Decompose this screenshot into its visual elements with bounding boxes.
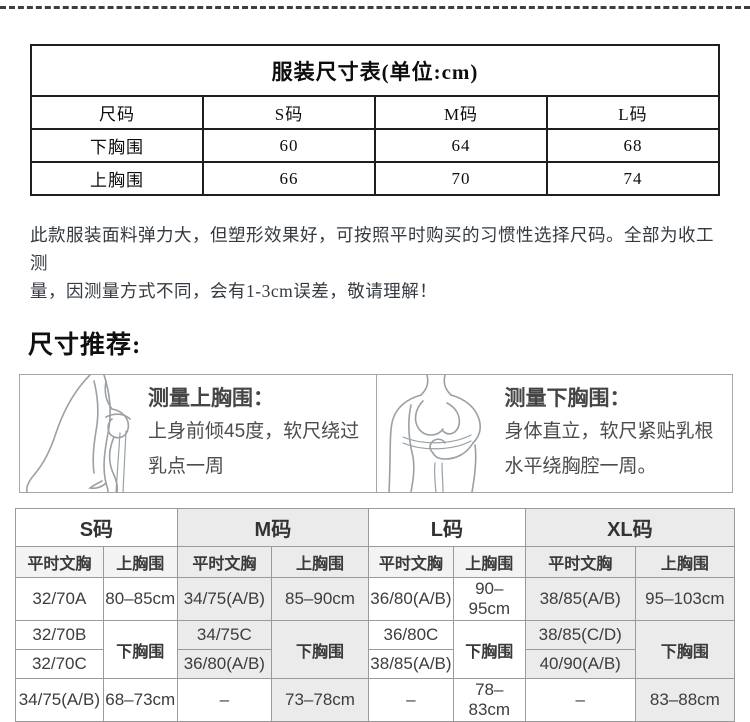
upperbust-value-m: 70 — [374, 161, 548, 196]
bra-size-cell: 34/75(A/B) — [15, 678, 104, 722]
bra-size-cell: 32/70A — [15, 577, 104, 621]
size-label-header: 尺码 — [30, 95, 204, 130]
under-bust-range-cell: 68–73cm — [102, 678, 178, 722]
bra-size-cell: 32/70B — [15, 620, 104, 650]
bra-size-cell: – — [368, 678, 454, 722]
recommend-heading: 尺寸推荐: — [28, 332, 142, 359]
under-bust-label-cell: 下胸围 — [102, 620, 178, 679]
upper-bust-line-1: 上身前倾45度，软尺绕过 — [148, 421, 360, 442]
bra-size-cell: 36/80(A/B) — [368, 577, 454, 621]
under-bust-label-cell: 下胸围 — [452, 620, 526, 679]
dashed-divider — [0, 6, 750, 9]
note-line-2: 量，因测量方式不同，会有1-3cm误差，敬请理解！ — [30, 281, 438, 301]
col-header-bust-xl: 上胸围 — [634, 546, 736, 578]
upperbust-value-l: 74 — [546, 161, 720, 196]
bra-size-cell: 40/90(A/B) — [524, 649, 636, 679]
table-row: 32/70C 36/80(A/B) 38/85(A/B) 40/90(A/B) — [15, 649, 735, 679]
bra-size-cell: 32/70C — [15, 649, 104, 679]
upper-bust-range-cell: 80–85cm — [102, 577, 178, 621]
upper-bust-title: 测量上胸围： — [148, 387, 274, 410]
bra-size-cell: 38/85(A/B) — [524, 577, 636, 621]
table-row: 32/70B 下胸围 34/75C 下胸围 36/80C 下胸围 38/85(C… — [15, 620, 736, 679]
leaning-woman-figure — [25, 375, 131, 492]
standing-woman-figure — [387, 375, 481, 492]
section-header-xl: XL码 — [524, 508, 736, 547]
bra-size-cell: 38/85(C/D) — [524, 620, 636, 650]
under-bust-label-cell: 下胸围 — [270, 620, 370, 679]
bra-size-table: S码 M码 L码 XL码 平时文胸 上胸围 平时文胸 上胸围 平时文胸 上胸围 … — [15, 508, 736, 722]
size-header-s: S码 — [202, 95, 376, 130]
row-label-underbust: 下胸围 — [30, 128, 204, 163]
upper-bust-range-cell: 95–103cm — [634, 577, 736, 621]
table-row: 尺码 S码 M码 L码 — [30, 95, 720, 130]
garment-size-table: 服装尺寸表(单位:cm) 尺码 S码 M码 L码 下胸围 60 64 68 上胸… — [30, 44, 720, 196]
col-header-bust-s: 上胸围 — [102, 546, 178, 578]
col-header-bust-m: 上胸围 — [270, 546, 370, 578]
col-header-bra-m: 平时文胸 — [176, 546, 272, 578]
bra-size-cell: 36/80(A/B) — [176, 649, 272, 679]
table-row: 32/70A 80–85cm 34/75(A/B) 85–90cm 36/80(… — [15, 577, 736, 621]
under-bust-range-cell: 73–78cm — [270, 678, 370, 722]
fabric-note: 此款服装面料弹力大，但塑形效果好，可按照平时购买的习惯性选择尺码。全部为收工测 … — [30, 221, 720, 305]
under-bust-instructions: 测量下胸围： 身体直立，软尺紧贴乳根 水平绕胸腔一周。 — [499, 375, 714, 492]
garment-table-title: 服装尺寸表(单位:cm) — [30, 44, 720, 97]
under-bust-range-cell: 83–88cm — [634, 678, 736, 722]
bra-size-cell: 36/80C — [368, 620, 454, 650]
note-line-1: 此款服装面料弹力大，但塑形效果好，可按照平时购买的习惯性选择尺码。全部为收工测 — [30, 225, 714, 273]
upper-bust-line-2: 乳点一周 — [148, 456, 225, 477]
measure-instruction-box: 测量上胸围： 上身前倾45度，软尺绕过 乳点一周 测量下胸围： 身体直立，软尺紧… — [19, 374, 733, 493]
col-header-bra-l: 平时文胸 — [368, 546, 454, 578]
under-bust-title: 测量下胸围： — [504, 387, 631, 410]
table-row: 下胸围 60 64 68 — [30, 128, 720, 163]
bra-size-cell: – — [176, 678, 272, 722]
under-bust-label-cell: 下胸围 — [634, 620, 736, 679]
size-header-m: M码 — [374, 95, 548, 130]
measure-panel-upper-bust: 测量上胸围： 上身前倾45度，软尺绕过 乳点一周 — [20, 375, 376, 492]
underbust-value-m: 64 — [374, 128, 548, 163]
under-bust-range-cell: 78–83cm — [452, 678, 526, 722]
table-row: 平时文胸 上胸围 平时文胸 上胸围 平时文胸 上胸围 平时文胸 上胸围 — [15, 546, 736, 578]
table-row: 服装尺寸表(单位:cm) — [30, 44, 720, 97]
table-row: 上胸围 66 70 74 — [30, 161, 720, 196]
table-row: 34/75(A/B) 68–73cm – 73–78cm – 78–83cm –… — [15, 678, 736, 722]
underbust-value-s: 60 — [202, 128, 376, 163]
section-header-m: M码 — [176, 508, 370, 547]
upper-bust-instructions: 测量上胸围： 上身前倾45度，软尺绕过 乳点一周 — [142, 375, 359, 492]
size-header-l: L码 — [546, 95, 720, 130]
col-header-bust-l: 上胸围 — [452, 546, 526, 578]
section-header-l: L码 — [368, 508, 526, 547]
under-bust-line-2: 水平绕胸腔一周。 — [504, 456, 657, 477]
under-bust-line-1: 身体直立，软尺紧贴乳根 — [504, 421, 714, 442]
bra-size-cell: 38/85(A/B) — [368, 649, 454, 679]
col-header-bra-xl: 平时文胸 — [524, 546, 636, 578]
upper-bust-range-cell: 90–95cm — [452, 577, 526, 621]
upperbust-value-s: 66 — [202, 161, 376, 196]
underbust-value-l: 68 — [546, 128, 720, 163]
bra-size-cell: 34/75C — [176, 620, 272, 650]
row-label-upperbust: 上胸围 — [30, 161, 204, 196]
upper-bust-range-cell: 85–90cm — [270, 577, 370, 621]
col-header-bra-s: 平时文胸 — [15, 546, 104, 578]
table-row: S码 M码 L码 XL码 — [15, 508, 736, 547]
bra-size-cell: 34/75(A/B) — [176, 577, 272, 621]
bra-size-cell: – — [524, 678, 636, 722]
section-header-s: S码 — [15, 508, 178, 547]
measure-panel-under-bust: 测量下胸围： 身体直立，软尺紧贴乳根 水平绕胸腔一周。 — [375, 375, 733, 492]
